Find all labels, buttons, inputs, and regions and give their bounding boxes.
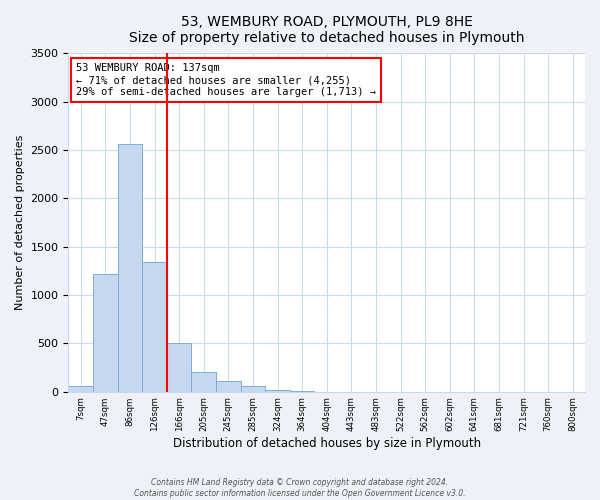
- Bar: [68, 386, 93, 392]
- Bar: [167, 344, 191, 392]
- Y-axis label: Number of detached properties: Number of detached properties: [15, 135, 25, 310]
- Bar: [142, 262, 167, 392]
- X-axis label: Distribution of detached houses by size in Plymouth: Distribution of detached houses by size …: [173, 437, 481, 450]
- Bar: [118, 144, 142, 392]
- Bar: [241, 386, 265, 392]
- Text: Contains HM Land Registry data © Crown copyright and database right 2024.
Contai: Contains HM Land Registry data © Crown c…: [134, 478, 466, 498]
- Title: 53, WEMBURY ROAD, PLYMOUTH, PL9 8HE
Size of property relative to detached houses: 53, WEMBURY ROAD, PLYMOUTH, PL9 8HE Size…: [129, 15, 524, 45]
- Bar: [191, 372, 216, 392]
- Bar: [93, 274, 118, 392]
- Bar: [265, 390, 290, 392]
- Bar: [216, 381, 241, 392]
- Text: 53 WEMBURY ROAD: 137sqm
← 71% of detached houses are smaller (4,255)
29% of semi: 53 WEMBURY ROAD: 137sqm ← 71% of detache…: [76, 64, 376, 96]
